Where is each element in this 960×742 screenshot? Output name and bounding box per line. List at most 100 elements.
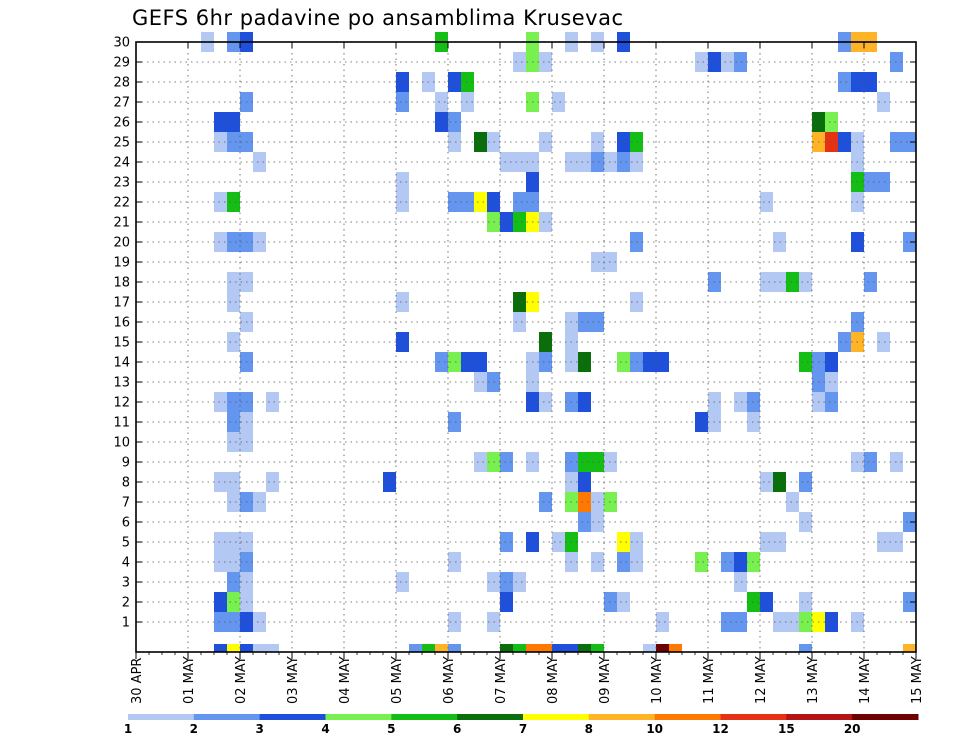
heatmap-cell	[448, 612, 461, 632]
heatmap-cell	[396, 72, 409, 92]
heatmap-cell	[227, 132, 240, 152]
heatmap-cell	[500, 644, 513, 652]
y-tick-label: 28	[113, 76, 130, 91]
x-tick-label: 14 MAY	[858, 656, 873, 704]
heatmap-cell	[474, 452, 487, 472]
heatmap-cell	[617, 132, 630, 152]
heatmap-cell	[227, 272, 240, 292]
heatmap-cell	[877, 92, 890, 112]
heatmap-cell	[396, 292, 409, 312]
heatmap-cell	[513, 572, 526, 592]
heatmap-cell	[643, 352, 656, 372]
heatmap-cell	[578, 472, 591, 492]
heatmap-cell	[825, 112, 838, 132]
heatmap-cell	[253, 644, 266, 652]
x-tick-label: 09 MAY	[598, 656, 613, 704]
heatmap-cell	[838, 132, 851, 152]
heatmap-cell	[448, 112, 461, 132]
heatmap-cell	[578, 392, 591, 412]
x-tick-label: 15 MAY	[910, 656, 925, 704]
heatmap-cell	[825, 612, 838, 632]
heatmap-cell	[474, 372, 487, 392]
heatmap-cell	[214, 592, 227, 612]
heatmap-cell	[760, 472, 773, 492]
heatmap-cell	[799, 512, 812, 532]
y-tick-label: 25	[113, 136, 130, 151]
heatmap-cell	[474, 192, 487, 212]
heatmap-cell	[578, 492, 591, 512]
heatmap-cell	[578, 352, 591, 372]
heatmap-cell	[591, 312, 604, 332]
heatmap-cell	[903, 232, 916, 252]
heatmap-cell	[825, 392, 838, 412]
heatmap-cell	[240, 644, 253, 652]
heatmap-cell	[253, 152, 266, 172]
heatmap-cell	[396, 192, 409, 212]
x-tick-label: 12 MAY	[754, 656, 769, 704]
heatmap-cell	[227, 112, 240, 132]
heatmap-cell	[578, 312, 591, 332]
heatmap-cell	[721, 552, 734, 572]
heatmap-cell	[214, 112, 227, 132]
heatmap-cell	[396, 92, 409, 112]
heatmap-cell	[591, 252, 604, 272]
colorbar: 1 2 3 4 5 6 7 8 10 12 15 20	[124, 714, 919, 736]
colorbar-label: 1	[124, 722, 132, 736]
heatmap-cell	[500, 592, 513, 612]
heatmap-cell	[500, 572, 513, 592]
heatmap-cell	[552, 92, 565, 112]
heatmap-cell	[799, 612, 812, 632]
heatmap-cell	[526, 644, 539, 652]
x-tick-label: 10 MAY	[650, 656, 665, 704]
heatmap-cell	[669, 644, 682, 652]
heatmap-cell	[617, 352, 630, 372]
y-tick-label: 14	[113, 356, 130, 371]
x-tick-label: 04 MAY	[338, 656, 353, 704]
y-tick-label: 20	[113, 236, 130, 251]
heatmap-cell	[838, 72, 851, 92]
heatmap-cell	[448, 644, 461, 652]
colorbar-label: 10	[646, 722, 663, 736]
heatmap-cell	[903, 132, 916, 152]
heatmap-cell	[227, 292, 240, 312]
heatmap-cell	[591, 152, 604, 172]
heatmap-cell	[721, 612, 734, 632]
colorbar-segment	[588, 714, 656, 720]
heatmap-cell	[695, 412, 708, 432]
heatmap-cell	[396, 332, 409, 352]
heatmap-cell	[799, 352, 812, 372]
heatmap-cell	[578, 152, 591, 172]
heatmap-cell	[227, 472, 240, 492]
x-tick-label: 13 MAY	[806, 656, 821, 704]
colorbar-label: 7	[519, 722, 527, 736]
heatmap-cell	[214, 132, 227, 152]
y-tick-label: 30	[113, 36, 130, 51]
heatmap-cell	[448, 72, 461, 92]
heatmap-cell	[448, 132, 461, 152]
heatmap-cell	[227, 572, 240, 592]
x-axis: 30 APR 01 MAY 02 MAY 03 MAY 04 MAY 05 MAY 06 M…	[130, 42, 925, 704]
colorbar-label: 8	[585, 722, 593, 736]
heatmap-cell	[721, 52, 734, 72]
heatmap-cell	[799, 592, 812, 612]
heatmap-cell	[617, 532, 630, 552]
heatmap-cell	[435, 644, 448, 652]
grid-layer	[136, 41, 916, 652]
heatmap-cell	[734, 552, 747, 572]
heatmap-cell	[227, 492, 240, 512]
y-tick-label: 19	[113, 256, 130, 271]
y-tick-label: 4	[122, 556, 130, 571]
heatmap-cell	[799, 272, 812, 292]
heatmap-cell	[617, 592, 630, 612]
colorbar-segment	[128, 714, 195, 720]
y-tick-label: 1	[122, 616, 130, 631]
heatmap-cell	[760, 532, 773, 552]
heatmap-cell	[903, 512, 916, 532]
colorbar-label: 2	[190, 722, 198, 736]
y-tick-label: 16	[113, 316, 130, 331]
heatmap-cell	[227, 644, 240, 652]
heatmap-cell	[513, 212, 526, 232]
heatmap-cell	[500, 152, 513, 172]
heatmap-cell	[786, 272, 799, 292]
colorbar-label: 3	[255, 722, 263, 736]
